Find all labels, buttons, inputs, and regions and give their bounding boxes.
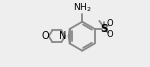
Text: N: N [60,31,67,41]
Text: O: O [42,31,49,41]
Text: S: S [100,24,108,34]
Text: NH$_2$: NH$_2$ [73,1,92,14]
Text: O: O [107,19,114,28]
Text: O: O [107,30,114,39]
